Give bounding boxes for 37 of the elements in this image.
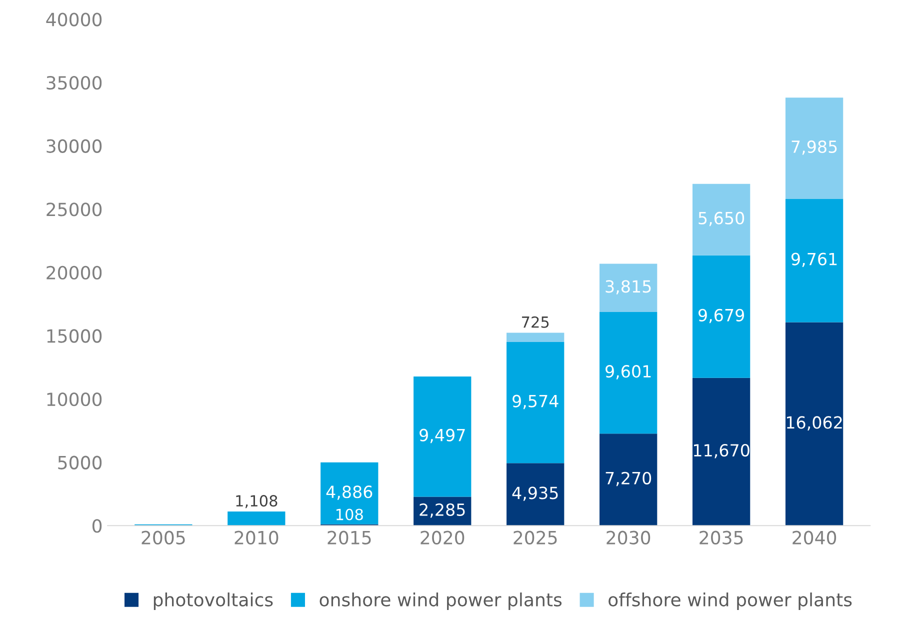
y-tick-label: 40000 [46,12,102,26]
x-tick-label: 2025 [514,530,557,544]
data-label: 9,497 [420,428,465,444]
y-tick-label: 20000 [46,266,102,280]
x-tick-label: 2005 [142,530,185,544]
y-tick-label: 30000 [46,139,102,153]
data-label: 9,601 [606,365,651,380]
data-label: 16,062 [786,416,842,430]
data-label: 4,886 [326,486,372,500]
legend-label: onshore wind power plants [320,592,562,610]
y-tick-label: 35000 [46,76,102,90]
data-label: 1,108 [236,495,278,508]
y-tick-label: 10000 [47,392,102,406]
y-tick-label: 5000 [58,456,102,470]
data-label: 725 [522,316,549,328]
data-label: 7,985 [792,140,837,155]
y-tick-label: 15000 [47,329,102,343]
legend-label: photovoltaics [154,592,273,610]
legend-label: offshore wind power plants [608,592,852,610]
data-label: 3,815 [606,280,651,294]
data-label: 5,650 [698,212,744,226]
data-label: 108 [336,508,363,520]
data-label: 7,270 [606,472,652,486]
data-label: 9,679 [698,308,744,324]
x-tick-label: 2035 [700,530,743,544]
y-tick-label: 0 [92,519,102,533]
data-label: 4,935 [512,486,558,501]
data-label: 9,574 [512,394,558,410]
data-label: 11,670 [694,444,750,458]
x-tick-label: 2030 [606,530,650,544]
data-label: 9,761 [791,252,837,268]
data-label: 2,285 [420,503,465,518]
x-tick-label: 2015 [328,530,371,544]
y-tick-label: 25000 [46,202,102,216]
x-tick-label: 2020 [420,530,464,544]
x-tick-label: 2010 [234,530,278,544]
x-tick-label: 2040 [792,530,836,544]
